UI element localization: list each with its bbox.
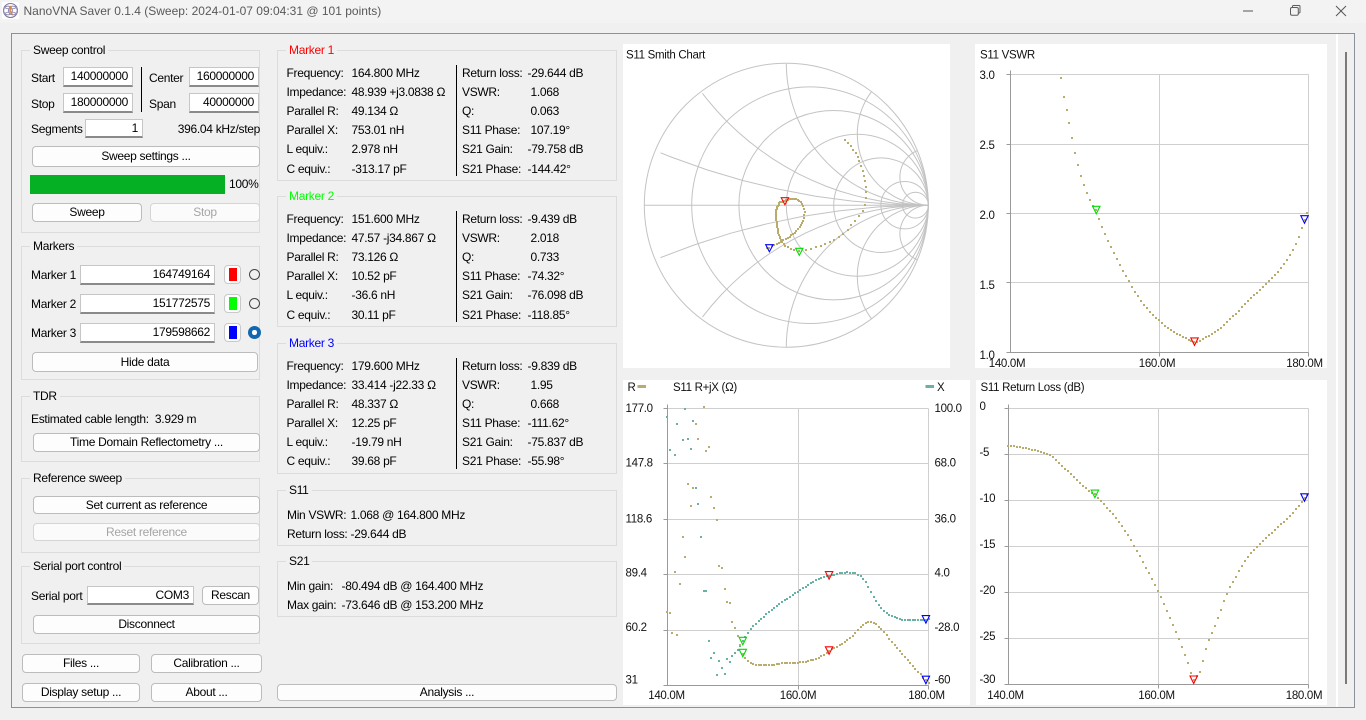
- svg-text:160.0M: 160.0M: [780, 690, 817, 702]
- svg-text:-30: -30: [980, 674, 996, 686]
- svg-text:S11 Return Loss (dB): S11 Return Loss (dB): [981, 382, 1085, 394]
- svg-text:-15: -15: [980, 539, 996, 551]
- svg-text:100.0: 100.0: [935, 403, 962, 415]
- svg-text:4.0: 4.0: [935, 568, 950, 580]
- svg-text:-10: -10: [980, 493, 996, 505]
- svg-text:180.0M: 180.0M: [908, 690, 945, 702]
- svg-text:R: R: [628, 382, 636, 394]
- svg-text:0: 0: [980, 401, 986, 413]
- svg-text:-60: -60: [935, 675, 951, 687]
- svg-text:68.0: 68.0: [935, 458, 956, 470]
- svg-text:140.0M: 140.0M: [987, 690, 1024, 702]
- svg-text:S11 VSWR: S11 VSWR: [980, 50, 1035, 62]
- svg-text:-5: -5: [980, 447, 990, 459]
- svg-text:1.5: 1.5: [980, 280, 995, 292]
- svg-text:180.0M: 180.0M: [1286, 358, 1323, 370]
- svg-text:140.0M: 140.0M: [989, 358, 1026, 370]
- svg-text:140.0M: 140.0M: [648, 690, 685, 702]
- svg-text:3.0: 3.0: [980, 70, 995, 82]
- svg-text:31: 31: [626, 675, 638, 687]
- svg-text:1.0: 1.0: [980, 350, 995, 362]
- svg-text:-20: -20: [980, 585, 996, 597]
- svg-text:177.0: 177.0: [626, 403, 653, 415]
- svg-text:160.0M: 160.0M: [1139, 358, 1176, 370]
- svg-text:S11 Smith Chart: S11 Smith Chart: [626, 50, 706, 62]
- svg-text:118.6: 118.6: [626, 513, 652, 525]
- svg-text:2.0: 2.0: [980, 210, 995, 222]
- svg-text:-28.0: -28.0: [935, 622, 960, 634]
- svg-text:160.0M: 160.0M: [1138, 690, 1175, 702]
- svg-text:180.0M: 180.0M: [1286, 690, 1323, 702]
- svg-text:X: X: [937, 382, 945, 394]
- svg-text:S11 R+jX (Ω): S11 R+jX (Ω): [673, 382, 737, 394]
- svg-text:60.2: 60.2: [626, 622, 647, 634]
- svg-text:89.4: 89.4: [626, 568, 648, 580]
- svg-text:2.5: 2.5: [980, 140, 995, 152]
- svg-text:-25: -25: [980, 631, 996, 643]
- svg-text:36.0: 36.0: [935, 513, 956, 525]
- svg-text:147.8: 147.8: [626, 458, 653, 470]
